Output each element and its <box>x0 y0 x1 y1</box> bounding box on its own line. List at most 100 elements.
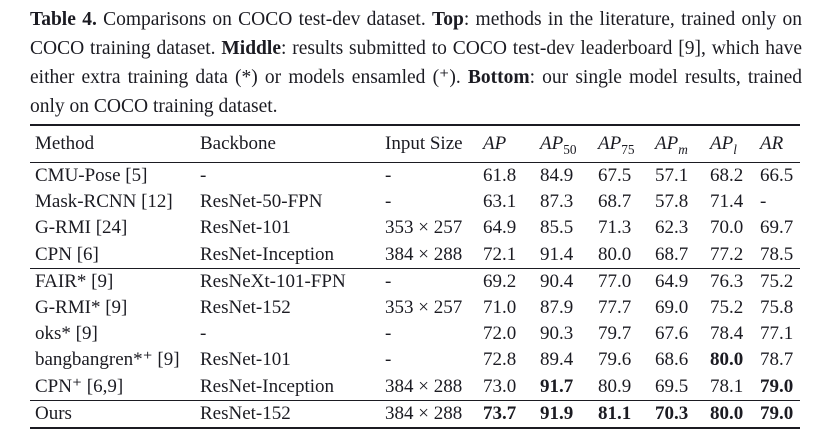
value-cell: 69.0 <box>655 297 689 319</box>
value-cell: 66.5 <box>760 165 794 186</box>
method-cell: FAIR* [9] <box>35 270 114 292</box>
value-cell: 57.1 <box>655 165 689 186</box>
value-cell: 57.8 <box>655 191 689 213</box>
column-header-backbone: Backbone <box>200 133 276 154</box>
value-cell: 67.6 <box>655 323 689 345</box>
value-cell: 68.7 <box>598 191 632 213</box>
method-cell: G-RMI* [9] <box>35 297 128 319</box>
value-cell: 68.7 <box>655 243 689 265</box>
table-row: G-RMI* [9] ResNet-152 353 × 257 71.0 87.9 77.… <box>30 295 800 321</box>
value-cell: 91.7 <box>540 375 574 397</box>
value-cell: 77.2 <box>710 243 744 265</box>
input-size-cell: 384 × 288 <box>385 402 463 424</box>
value-cell: 91.9 <box>540 402 574 424</box>
value-cell: 71.3 <box>598 217 632 239</box>
value-cell: 72.0 <box>483 323 517 345</box>
value-cell: 69.2 <box>483 270 517 292</box>
caption-text: : results submitted to COCO test-dev lea… <box>30 38 803 88</box>
value-cell: 90.3 <box>540 323 574 345</box>
column-header-ap75: AP75 <box>598 133 635 157</box>
caption-text: : methods in the literature, trained onl… <box>30 9 802 59</box>
section-middle: FAIR* [9] ResNeXt-101-FPN - 69.2 90.4 77.0 64.… <box>30 268 800 400</box>
value-cell: 76.3 <box>710 270 744 292</box>
column-header-ap50: AP50 <box>540 133 577 157</box>
value-cell: 81.1 <box>598 402 632 424</box>
value-cell: 68.2 <box>710 165 744 186</box>
value-cell: 63.1 <box>483 191 517 213</box>
caption-bold-text: Bottom <box>467 67 530 88</box>
backbone-cell: ResNet-152 <box>200 297 291 319</box>
input-size-cell: 353 × 257 <box>385 297 463 319</box>
column-header-method: Method <box>35 133 95 154</box>
backbone-cell: ResNet-Inception <box>200 375 335 397</box>
value-cell: 64.9 <box>655 270 689 292</box>
value-cell: 87.3 <box>540 191 574 213</box>
value-cell: 70.0 <box>710 217 744 239</box>
method-cell: CMU-Pose [5] <box>35 165 148 186</box>
backbone-cell: ResNet-50-FPN <box>200 191 323 213</box>
value-cell: 75.8 <box>760 297 794 319</box>
table-header: Method Backbone Input Size AP AP50 AP75 APm APl… <box>30 125 800 163</box>
method-cell: CPN [6] <box>35 243 99 265</box>
value-cell: 73.7 <box>483 402 517 424</box>
value-cell: 91.4 <box>540 243 574 265</box>
backbone-cell: - <box>200 165 207 186</box>
value-cell: 79.6 <box>598 349 632 371</box>
method-cell: G-RMI [24] <box>35 217 128 239</box>
value-cell: 70.3 <box>655 402 689 424</box>
section-top: CMU-Pose [5] - - 61.8 84.9 67.5 57.1 68.2 66.5 Ma… <box>30 163 800 269</box>
value-cell: 87.9 <box>540 297 574 319</box>
input-size-cell: 384 × 288 <box>385 375 463 397</box>
table-row: bangbangren*⁺ [9] ResNet-101 - 72.8 89.4 79.6… <box>30 347 800 373</box>
table-row: Ours ResNet-152 384 × 288 73.7 91.9 81.1 70.3 8… <box>30 400 800 428</box>
backbone-cell: ResNet-152 <box>200 402 291 424</box>
caption-bold-text: Top <box>432 9 464 30</box>
table-row: Mask-RCNN [12] ResNet-50-FPN - 63.1 87.3 68.7… <box>30 189 800 215</box>
column-header-apl: APl <box>710 133 737 157</box>
value-cell: 67.5 <box>598 165 632 186</box>
column-header-ar: AR <box>760 133 784 154</box>
value-cell: 71.0 <box>483 297 517 319</box>
section-bottom: Ours ResNet-152 384 × 288 73.7 91.9 81.1 70.3 8… <box>30 400 800 428</box>
value-cell: 64.9 <box>483 217 517 239</box>
method-cell: oks* [9] <box>35 323 98 345</box>
value-cell: 77.0 <box>598 270 632 292</box>
value-cell: 75.2 <box>710 297 744 319</box>
backbone-cell: ResNet-101 <box>200 217 291 239</box>
caption-bold-text: Middle <box>221 38 281 59</box>
value-cell: 69.5 <box>655 375 689 397</box>
value-cell: 78.7 <box>760 349 794 371</box>
value-cell: 69.7 <box>760 217 794 239</box>
value-cell: 79.0 <box>760 402 794 424</box>
input-size-cell: - <box>385 323 392 345</box>
value-cell: 80.9 <box>598 375 632 397</box>
value-cell: 85.5 <box>540 217 574 239</box>
input-size-cell: - <box>385 270 392 292</box>
input-size-cell: 353 × 257 <box>385 217 463 239</box>
backbone-cell: ResNet-Inception <box>200 243 335 265</box>
input-size-cell: - <box>385 349 392 371</box>
value-cell: 62.3 <box>655 217 689 239</box>
value-cell: 90.4 <box>540 270 574 292</box>
value-cell: 72.1 <box>483 243 517 265</box>
results-table: Method Backbone Input Size AP AP50 AP75 APm APl… <box>30 124 800 430</box>
value-cell: 79.7 <box>598 323 632 345</box>
column-header-apm: APm <box>655 133 688 157</box>
backbone-cell: ResNet-101 <box>200 349 291 371</box>
table-row: FAIR* [9] ResNeXt-101-FPN - 69.2 90.4 77.0 64.… <box>30 268 800 295</box>
caption-bold-text: Table 4. <box>30 9 97 30</box>
header-row: Method Backbone Input Size AP AP50 AP75 APm APl… <box>30 125 800 163</box>
table-row: oks* [9] - - 72.0 90.3 79.7 67.6 78.4 77.1 <box>30 321 800 347</box>
method-cell: bangbangren*⁺ [9] <box>35 349 180 371</box>
column-header-input: Input Size <box>385 133 463 154</box>
table-row: CMU-Pose [5] - - 61.8 84.9 67.5 57.1 68.2 66.5 <box>30 163 800 190</box>
backbone-cell: - <box>200 323 207 345</box>
value-cell: 68.6 <box>655 349 689 371</box>
column-header-ap: AP <box>483 133 507 154</box>
value-cell: 78.4 <box>710 323 744 345</box>
value-cell: 80.0 <box>710 402 744 424</box>
value-cell: 61.8 <box>483 165 517 186</box>
input-size-cell: 384 × 288 <box>385 243 463 265</box>
table-row: G-RMI [24] ResNet-101 353 × 257 64.9 85.5 71.… <box>30 215 800 241</box>
backbone-cell: ResNeXt-101-FPN <box>200 270 346 292</box>
